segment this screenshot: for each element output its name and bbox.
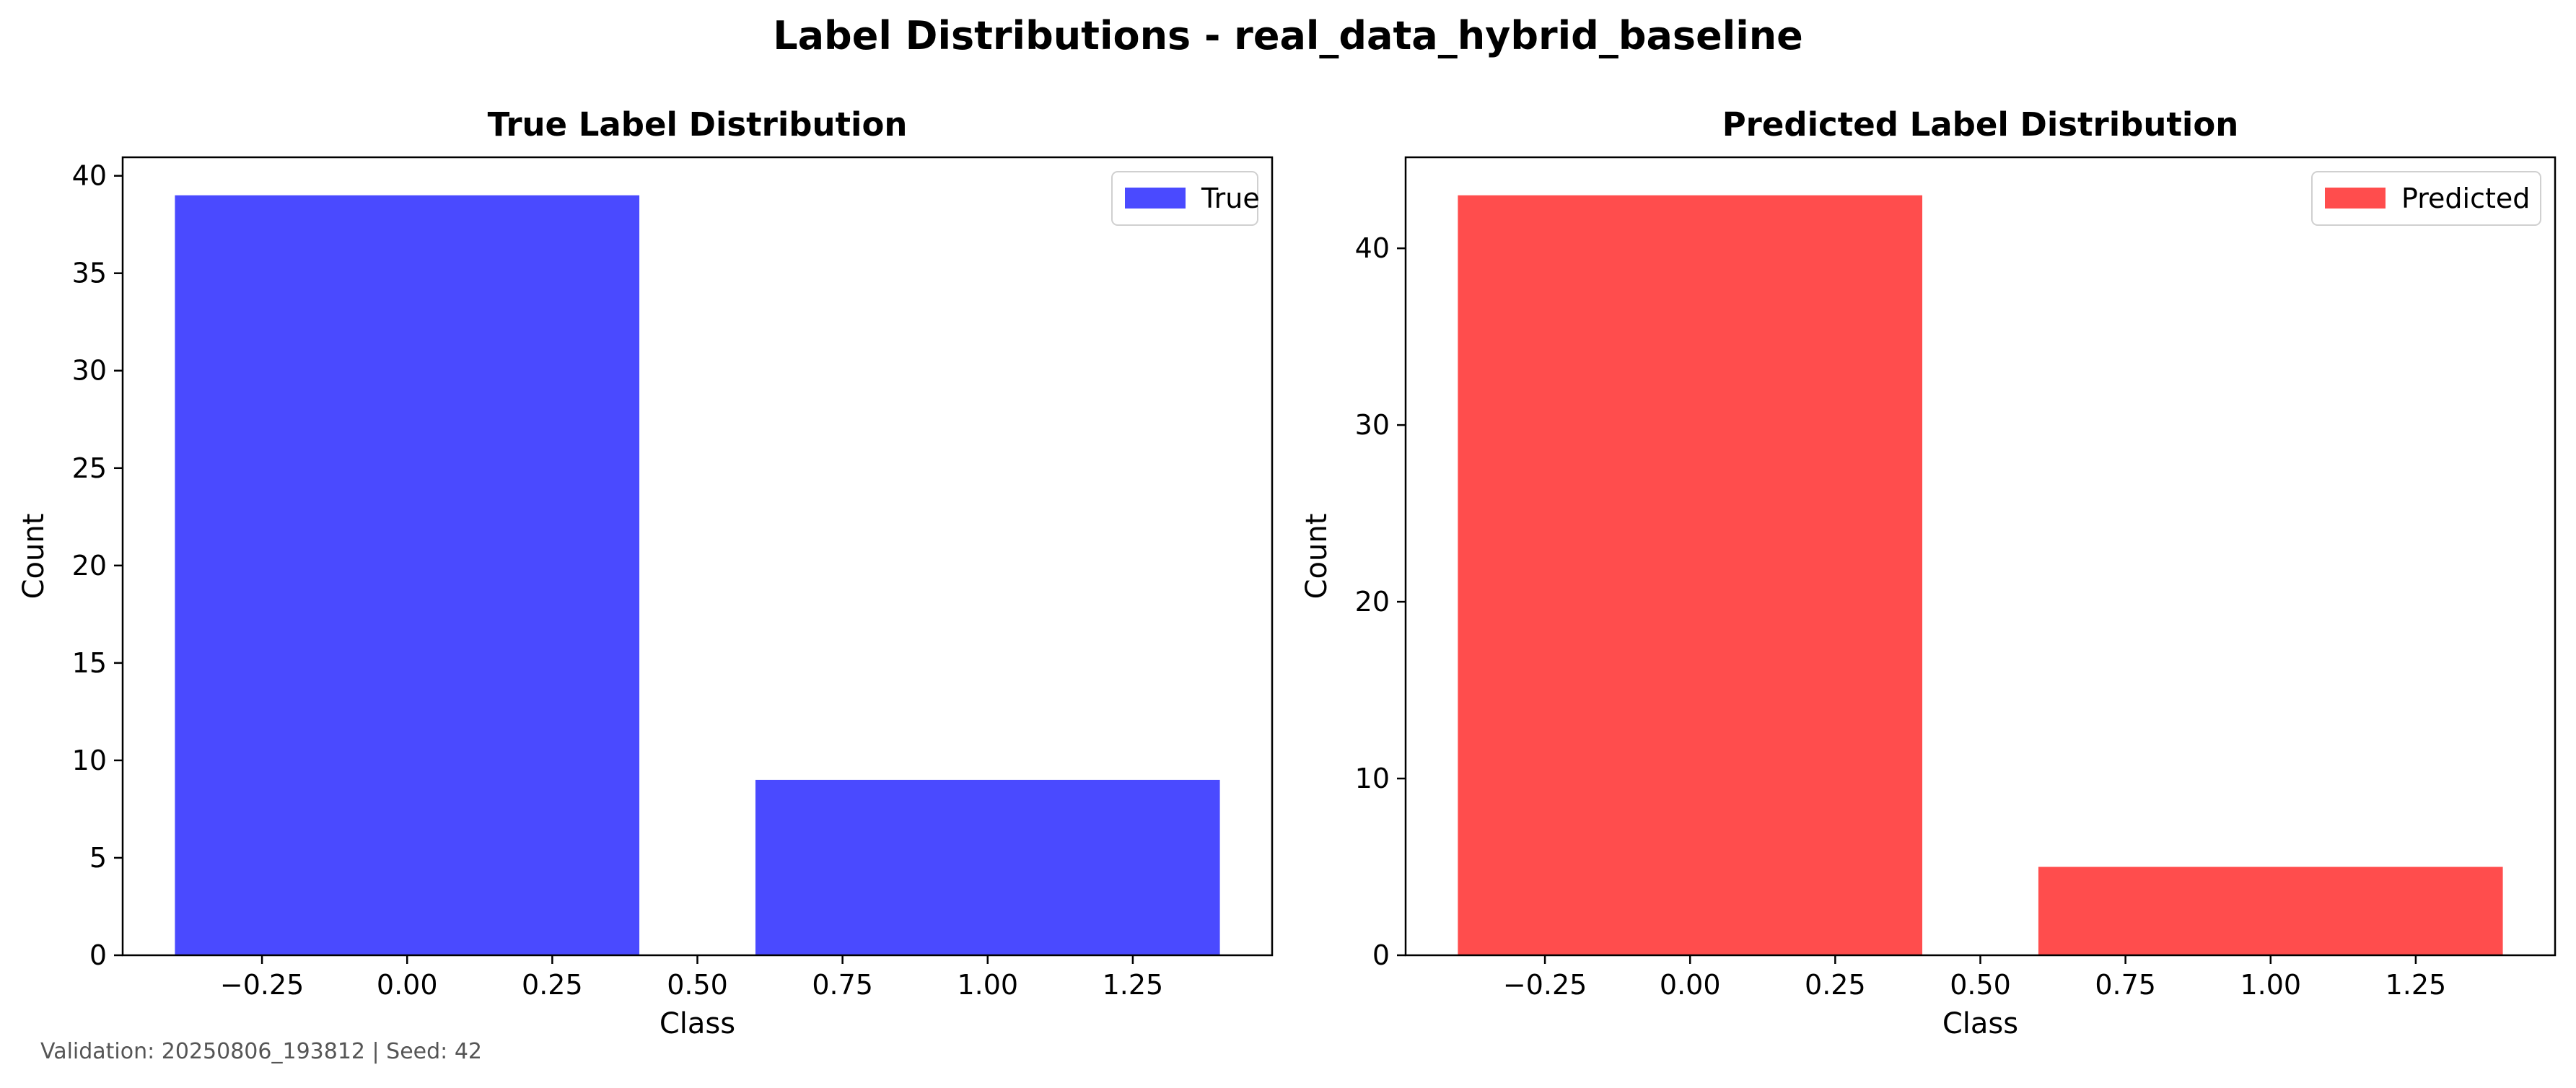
y-tick-label: 5 <box>89 842 107 874</box>
figure-title: Label Distributions - real_data_hybrid_b… <box>773 13 1803 58</box>
legend-label: Predicted <box>2401 183 2530 214</box>
x-tick-label: 0.25 <box>522 969 583 1001</box>
chart-predicted-label-distribution: Predicted Label Distribution −0.25 0.00 0.2… <box>1300 105 2557 1040</box>
y-tick-label: 15 <box>72 647 107 679</box>
x-axis-label: Class <box>1942 1007 2018 1040</box>
y-tick-label: 10 <box>1355 763 1390 794</box>
y-tick-label: 35 <box>72 258 107 289</box>
y-tick-label: 0 <box>1372 939 1390 971</box>
x-tick-label: −0.25 <box>220 969 304 1001</box>
y-tick-label: 0 <box>89 939 107 971</box>
x-axis-label: Class <box>660 1007 735 1040</box>
x-tick-label: 1.00 <box>2240 969 2301 1001</box>
legend-label: True <box>1201 183 1260 214</box>
y-axis-label: Count <box>1300 514 1333 600</box>
x-tick-label: 0.50 <box>1950 969 2011 1001</box>
x-tick-label: 1.00 <box>957 969 1018 1001</box>
chart-title: Predicted Label Distribution <box>1722 105 2239 144</box>
footer-text: Validation: 20250806_193812 | Seed: 42 <box>40 1039 482 1064</box>
x-tick-label: 0.00 <box>377 969 438 1001</box>
x-tick-label: −0.25 <box>1503 969 1587 1001</box>
x-tick-label: 1.25 <box>2386 969 2447 1001</box>
y-tick-label: 30 <box>72 355 107 387</box>
y-tick-label: 40 <box>1355 232 1390 264</box>
y-tick-label: 30 <box>1355 409 1390 441</box>
x-tick-label: 0.00 <box>1660 969 1721 1001</box>
legend: True <box>1111 171 1260 226</box>
y-axis-label: Count <box>17 514 51 600</box>
y-tick-label: 20 <box>72 550 107 582</box>
y-tick-label: 25 <box>72 452 107 484</box>
x-tick-label: 0.25 <box>1805 969 1866 1001</box>
bar-class-1 <box>755 779 1220 955</box>
chart-title: True Label Distribution <box>488 105 908 144</box>
x-tick-label: 0.50 <box>667 969 728 1001</box>
y-tick-label: 40 <box>72 160 107 192</box>
bar-class-0 <box>175 195 640 956</box>
bar-class-1 <box>2038 867 2503 955</box>
bar-class-0 <box>1458 195 1923 956</box>
x-tick-label: 0.75 <box>812 969 873 1001</box>
legend: Predicted <box>2311 171 2541 226</box>
legend-swatch-true <box>1125 188 1186 209</box>
chart-true-label-distribution: True Label Distribution −0.25 0.00 0.25 0.50… <box>17 105 1274 1040</box>
y-tick-label: 20 <box>1355 586 1390 618</box>
x-tick-label: 0.75 <box>2095 969 2156 1001</box>
legend-swatch-predicted <box>2325 188 2386 209</box>
legend-frame <box>2311 171 2541 226</box>
x-tick-label: 1.25 <box>1103 969 1164 1001</box>
y-tick-label: 10 <box>72 745 107 776</box>
